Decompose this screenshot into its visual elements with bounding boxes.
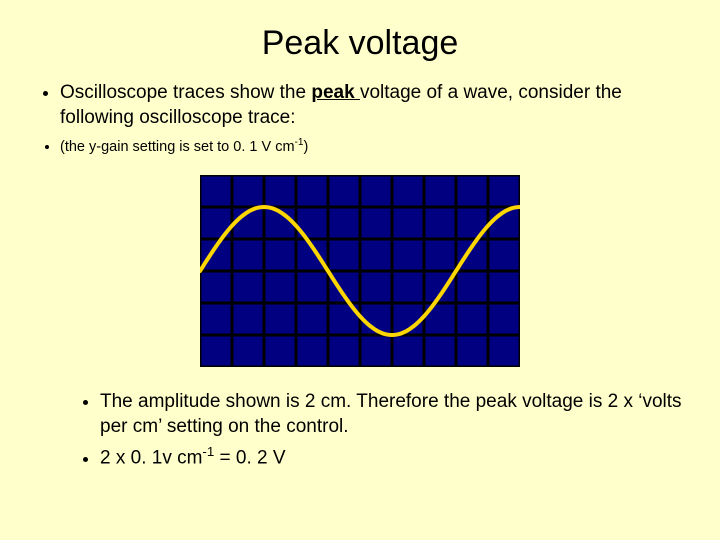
oscilloscope-trace [200,175,520,367]
bullet-2: (the y-gain setting is set to 0. 1 V cm-… [60,136,690,157]
bullet-2-sup: -1 [295,137,304,148]
bullet-list-outer: Oscilloscope traces show the peak voltag… [30,81,690,157]
bullet-4-post: = 0. 2 V [214,448,285,469]
slide: Peak voltage Oscilloscope traces show th… [0,0,720,540]
page-title: Peak voltage [30,24,690,63]
bullet-1: Oscilloscope traces show the peak voltag… [60,81,690,130]
bullet-3: The amplitude shown is 2 cm. Therefore t… [100,390,690,439]
bullet-4-sup: -1 [202,444,214,459]
bullet-1-peak: peak [311,82,360,103]
bullet-4: 2 x 0. 1v cm-1 = 0. 2 V [100,443,690,471]
bullet-4-pre: 2 x 0. 1v cm [100,448,202,469]
bullet-2-post: ) [304,139,309,155]
oscilloscope-container [30,175,690,372]
bullet-list-inner: The amplitude shown is 2 cm. Therefore t… [30,390,690,471]
bullet-1-pre: Oscilloscope traces show the [60,82,311,103]
bullet-2-pre: (the y-gain setting is set to 0. 1 V cm [60,139,295,155]
